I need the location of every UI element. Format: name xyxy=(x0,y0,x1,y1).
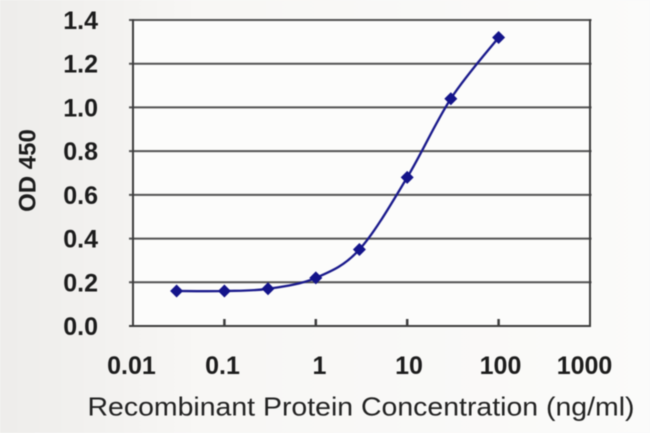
svg-text:0.2: 0.2 xyxy=(63,269,98,297)
svg-text:0.1: 0.1 xyxy=(205,352,240,380)
svg-text:1000: 1000 xyxy=(557,352,613,380)
svg-text:0.4: 0.4 xyxy=(63,226,98,254)
svg-text:0.01: 0.01 xyxy=(107,352,156,380)
svg-text:1: 1 xyxy=(313,352,327,380)
svg-text:1.4: 1.4 xyxy=(63,7,98,35)
svg-text:Recombinant Protein Concentrat: Recombinant Protein Concentration (ng/ml… xyxy=(88,392,635,422)
svg-text:100: 100 xyxy=(480,352,522,380)
svg-text:OD 450: OD 450 xyxy=(15,129,42,212)
svg-text:0.0: 0.0 xyxy=(63,313,98,341)
svg-text:1.2: 1.2 xyxy=(63,51,98,79)
svg-text:0.8: 0.8 xyxy=(63,138,98,166)
svg-text:1.0: 1.0 xyxy=(63,94,98,122)
svg-text:10: 10 xyxy=(395,352,423,380)
svg-text:0.6: 0.6 xyxy=(63,182,98,210)
